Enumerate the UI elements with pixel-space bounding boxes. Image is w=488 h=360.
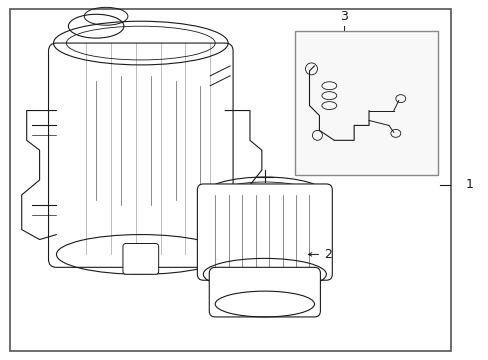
FancyBboxPatch shape <box>122 243 158 274</box>
Bar <box>294 31 438 175</box>
Text: 1: 1 <box>464 179 472 192</box>
Text: 3: 3 <box>340 10 347 23</box>
FancyBboxPatch shape <box>197 184 332 280</box>
FancyBboxPatch shape <box>209 267 320 317</box>
FancyBboxPatch shape <box>48 43 233 267</box>
Text: 4: 4 <box>381 150 389 163</box>
Text: 2: 2 <box>324 248 331 261</box>
